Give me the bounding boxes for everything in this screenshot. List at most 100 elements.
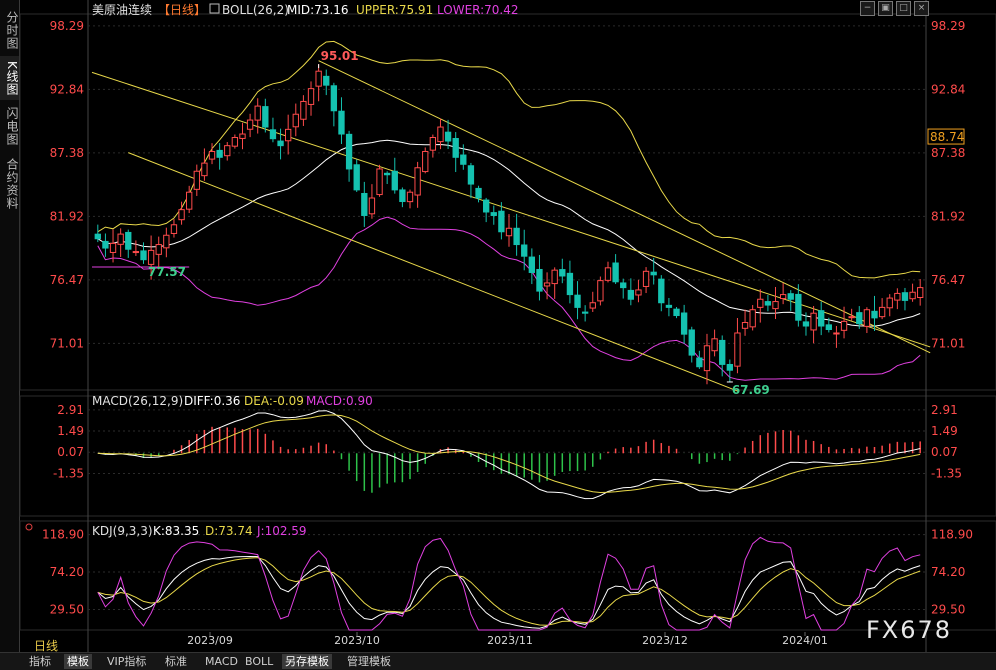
candle-body (254, 105, 261, 121)
kdj-panel (97, 536, 921, 631)
tab-template[interactable]: 模板 (64, 654, 92, 669)
candle-body (848, 316, 855, 319)
tab-kline-chart[interactable]: K线图 (0, 56, 19, 100)
candle-body (269, 129, 277, 140)
instrument-title: 美原油连续 (92, 2, 152, 17)
macd-y-tick-right: 0.07 (931, 445, 958, 459)
candle-body (208, 150, 216, 160)
candle-body (467, 165, 475, 185)
tab-contract-info[interactable]: 合约资料 (5, 158, 19, 210)
candle-body (543, 282, 551, 287)
candle-body (353, 164, 360, 191)
macd-y-tick-right: -1.35 (931, 466, 962, 480)
period-label[interactable]: 日线 (34, 639, 59, 653)
macd-y-tick-left: -1.35 (53, 466, 84, 480)
panel-frame (19, 13, 996, 391)
candle-body (878, 306, 886, 318)
y-tick-left: 92.84 (50, 82, 84, 96)
x-tick-label: 2023/10 (334, 634, 380, 647)
candle-body (361, 192, 368, 216)
tab-indicator[interactable]: 指标 (29, 655, 51, 668)
candle-body (901, 292, 909, 301)
candle-body (102, 240, 109, 249)
restore-icon[interactable]: ▣ (878, 1, 893, 16)
channel-mid-line (318, 60, 931, 354)
tab-standard[interactable]: 标准 (165, 655, 187, 668)
candle-body (376, 168, 383, 196)
candle-body (825, 324, 832, 330)
candle-body (231, 137, 239, 147)
macd-dea-value: DEA:-0.09 (244, 394, 304, 408)
candle-body (772, 301, 779, 310)
candle-body (551, 269, 558, 285)
macd-y-tick-right: 1.49 (931, 424, 958, 438)
kdj-d-value: D:73.74 (205, 524, 253, 538)
y-tick-left: 81.92 (50, 209, 84, 223)
tab-intraday-chart[interactable]: 分时图 (5, 10, 19, 50)
boll-lower-value: LOWER:70.42 (437, 3, 519, 17)
candle-body (406, 191, 414, 203)
high-label: 95.01 (321, 49, 359, 63)
x-tick-label: 2023/09 (187, 634, 233, 647)
boll-mid-line (97, 139, 921, 327)
kdj-label: KDJ(9,3,3) (92, 524, 153, 538)
macd-diff-value: DIFF:0.36 (184, 394, 240, 408)
y-tick-right: 81.92 (931, 209, 965, 223)
macd-macd-value: MACD:0.90 (306, 394, 373, 408)
candle-body (475, 187, 482, 199)
candle-body (734, 332, 741, 367)
candle-body (741, 322, 749, 329)
candle-body (604, 267, 612, 281)
low-label-left: 77.57 (148, 265, 186, 279)
minimize-icon[interactable]: − (860, 1, 875, 16)
tab-macd[interactable]: MACD (205, 655, 238, 668)
candle-body (749, 309, 756, 328)
tab-manage-template[interactable]: 管理模板 (347, 655, 391, 668)
y-tick-left: 98.29 (50, 19, 84, 33)
candle-body (589, 302, 596, 309)
candle-body (498, 210, 505, 233)
candle-body (871, 310, 878, 319)
y-tick-right: 98.29 (931, 19, 965, 33)
candlestick-chart[interactable]: 98.29 98.29 92.84 92.84 87.38 87.38 81.92 81.92… (0, 0, 996, 652)
candle-body (117, 233, 124, 245)
tab-save-template[interactable]: 另存模板 (282, 654, 332, 669)
grid-lines (19, 0, 996, 652)
candle-body (422, 150, 429, 173)
candle-body (330, 85, 338, 112)
candle-body (787, 293, 794, 300)
macd-y-tick-right: 2.91 (931, 403, 958, 417)
candle-body (460, 154, 467, 165)
kdj-j-line (97, 536, 921, 631)
candle-body (719, 339, 726, 365)
candle-body (764, 301, 772, 306)
legends: 美原油连续 【日线】 BOLL(26,2)MID:73.16 UPPER:75.91 L… (25, 2, 519, 538)
candle-body (437, 126, 444, 143)
macd-label: MACD(26,12,9) (92, 394, 183, 408)
candle-body (429, 137, 437, 151)
candle-body (559, 269, 566, 277)
y-tick-left: 71.01 (50, 336, 84, 350)
tab-boll[interactable]: BOLL (245, 655, 274, 668)
candle-body (863, 309, 871, 327)
candle-body (688, 329, 695, 356)
macd-y-tick-left: 2.91 (57, 403, 84, 417)
tab-flash-chart[interactable]: 闪电图 (5, 106, 19, 146)
candle-body (513, 227, 520, 246)
macd-dea-line (97, 414, 921, 494)
tab-vip-indicator[interactable]: VIP指标 (107, 655, 147, 668)
candle-body (650, 271, 657, 276)
maximize-icon[interactable]: □ (896, 1, 911, 16)
candle-body (795, 293, 802, 321)
candle-body (886, 297, 893, 309)
candles (94, 64, 924, 385)
candle-body (635, 289, 642, 296)
candle-body (399, 189, 406, 203)
close-icon[interactable]: × (914, 1, 929, 16)
candle-body (833, 332, 840, 335)
candle-body (521, 244, 528, 257)
candle-body (368, 197, 376, 215)
candle-body (620, 282, 627, 289)
boll-lower-line (97, 216, 921, 381)
candle-body (338, 110, 345, 135)
